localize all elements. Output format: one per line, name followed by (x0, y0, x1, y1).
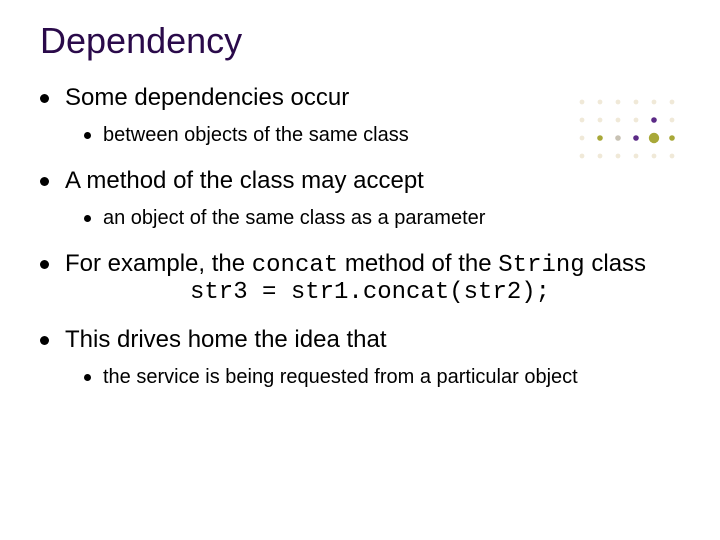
text-run: For example, the (65, 250, 252, 277)
bullet-icon (40, 260, 49, 269)
sub-list: the service is being requested from a pa… (84, 366, 680, 389)
list-item: For example, the concat method of the St… (40, 250, 680, 306)
sub-list: an object of the same class as a paramet… (84, 207, 680, 230)
bullet-icon (84, 215, 91, 222)
bullet-icon (84, 132, 91, 139)
bullet-text: This drives home the idea that (65, 326, 387, 353)
list-item: A method of the class may accept an obje… (40, 167, 680, 230)
list-item: an object of the same class as a paramet… (84, 207, 680, 230)
bullet-icon (40, 336, 49, 345)
text-run: class (585, 250, 646, 277)
slide-root: Dependency Some dependencies occur betwe… (0, 0, 720, 540)
bullet-text: A method of the class may accept (65, 167, 424, 194)
decorative-dot-grid (572, 92, 692, 172)
text-run: method of the (338, 250, 498, 277)
bullet-text: Some dependencies occur (65, 84, 349, 111)
bullet-text: For example, the concat method of the St… (65, 250, 646, 277)
bullet-icon (84, 374, 91, 381)
bullet-text: between objects of the same class (103, 124, 409, 146)
dot-grid-icon (572, 92, 692, 172)
code-run: String (498, 252, 584, 279)
list-item: This drives home the idea that the servi… (40, 326, 680, 389)
code-line: str3 = str1.concat(str2); (190, 279, 680, 306)
list-item: the service is being requested from a pa… (84, 366, 680, 389)
code-run: concat (252, 252, 338, 279)
bullet-text: an object of the same class as a paramet… (103, 207, 485, 229)
bullet-text: the service is being requested from a pa… (103, 366, 578, 388)
bullet-icon (40, 177, 49, 186)
slide-title: Dependency (40, 20, 680, 62)
bullet-icon (40, 94, 49, 103)
